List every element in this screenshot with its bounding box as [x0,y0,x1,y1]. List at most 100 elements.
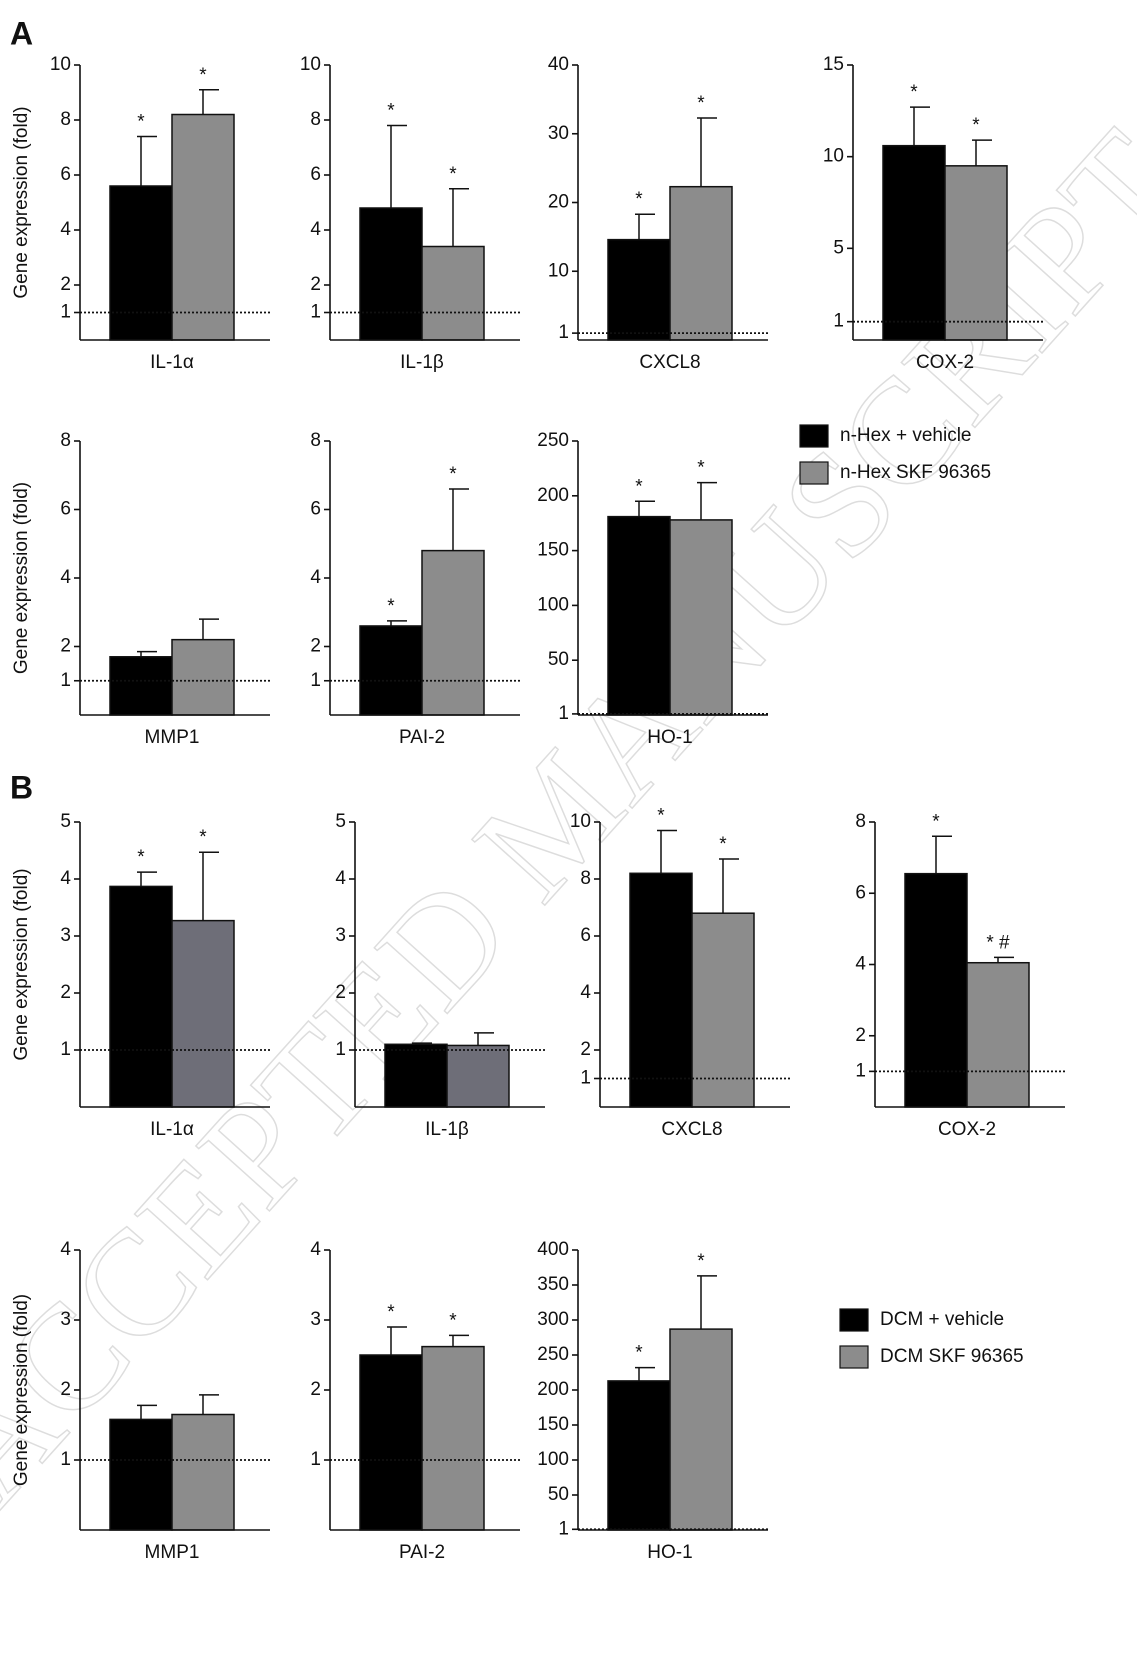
significance-label: * [449,464,457,485]
y-tick-label: 8 [310,109,321,130]
bar [109,1418,173,1531]
bar [171,638,235,716]
y-tick-label: 4 [60,219,71,240]
error-bar [199,851,219,921]
y-tick-label: 10 [570,811,591,832]
significance-label: * # [986,932,1010,953]
bar [607,1380,671,1531]
y-tick-label: 100 [537,1449,569,1470]
legend-swatch [839,1345,869,1369]
error-bar [449,488,469,551]
y-tick-label: 1 [833,311,844,332]
error-bar [137,135,157,186]
significance-label: * [697,1251,705,1272]
y-tick-label: 150 [537,540,569,561]
y-tick-label: 150 [537,1414,569,1435]
bar [691,912,755,1108]
y-tick-label: 1 [310,670,321,691]
y-tick-label: 1 [855,1060,866,1081]
error-bar [137,650,157,657]
y-axis-label: Gene expression (fold) [11,1294,32,1486]
bar [384,1043,448,1108]
significance-label: * [199,65,207,86]
bar [109,185,173,341]
significance-label: * [657,806,665,827]
y-tick-label: 4 [855,954,866,975]
error-bar [137,871,157,887]
y-tick-label: 6 [310,499,321,520]
x-tick-label: IL-1α [150,1119,194,1140]
error-bar [387,1326,407,1355]
significance-label: * [697,458,705,479]
significance-label: * [137,847,145,868]
error-bar [697,481,717,520]
y-tick-label: 2 [60,1379,71,1400]
y-tick-label: 1 [310,302,321,323]
y-tick-label: 1 [60,1449,71,1470]
y-tick-label: 5 [335,811,346,832]
y-tick-label: 50 [548,1484,569,1505]
x-tick-label: IL-1β [400,352,444,373]
y-tick-label: 8 [310,430,321,451]
bar [359,625,423,716]
significance-label: * [972,115,980,136]
error-bar [994,956,1014,963]
y-tick-label: 8 [60,109,71,130]
x-tick-label: MMP1 [145,727,200,748]
significance-label: * [635,1343,643,1364]
y-tick-label: 1 [558,322,569,343]
significance-label: * [387,596,395,617]
y-tick-label: 10 [548,260,569,281]
y-tick-label: 4 [60,1239,71,1260]
bar [607,238,671,341]
bar [629,872,693,1108]
y-tick-label: 3 [310,1309,321,1330]
x-tick-label: MMP1 [145,1542,200,1563]
legend-label: DCM + vehicle [880,1309,1004,1330]
legend-label: n-Hex + vehicle [840,425,971,446]
y-tick-label: 15 [823,54,844,75]
y-tick-label: 250 [537,1344,569,1365]
x-tick-label: PAI-2 [399,1542,445,1563]
significance-label: * [719,834,727,855]
y-tick-label: 40 [548,54,569,75]
y-tick-label: 6 [310,164,321,185]
y-axis-label: Gene expression (fold) [11,482,32,674]
y-tick-label: 1 [60,1039,71,1060]
y-tick-label: 400 [537,1239,569,1260]
error-bar [387,124,407,208]
y-tick-label: 2 [580,1039,591,1060]
bar [421,245,485,341]
error-bar [972,139,992,166]
x-tick-label: IL-1β [425,1119,469,1140]
bar [171,919,235,1108]
significance-label: * [932,811,940,832]
x-tick-label: CXCL8 [639,352,700,373]
y-tick-label: 10 [300,54,321,75]
y-tick-label: 300 [537,1309,569,1330]
x-tick-label: HO-1 [647,727,692,748]
bar [421,1345,485,1531]
significance-label: * [449,1310,457,1331]
error-bar [657,829,677,874]
y-tick-label: 4 [335,868,346,889]
y-tick-label: 5 [833,237,844,258]
y-tick-label: 8 [580,868,591,889]
error-bar [932,835,952,874]
y-tick-label: 10 [50,54,71,75]
y-tick-label: 10 [823,146,844,167]
y-tick-label: 6 [580,925,591,946]
y-tick-label: 5 [60,811,71,832]
y-tick-label: 1 [558,1518,569,1539]
significance-label: * [199,827,207,848]
y-tick-label: 200 [537,1379,569,1400]
y-tick-label: 4 [60,868,71,889]
panel-label: A [10,15,33,51]
y-tick-label: 2 [60,982,71,1003]
y-tick-label: 4 [310,1239,321,1260]
bar [904,872,968,1108]
error-bar [387,620,407,626]
error-bar [474,1032,494,1046]
x-tick-label: COX-2 [916,352,974,373]
y-tick-label: 4 [310,567,321,588]
